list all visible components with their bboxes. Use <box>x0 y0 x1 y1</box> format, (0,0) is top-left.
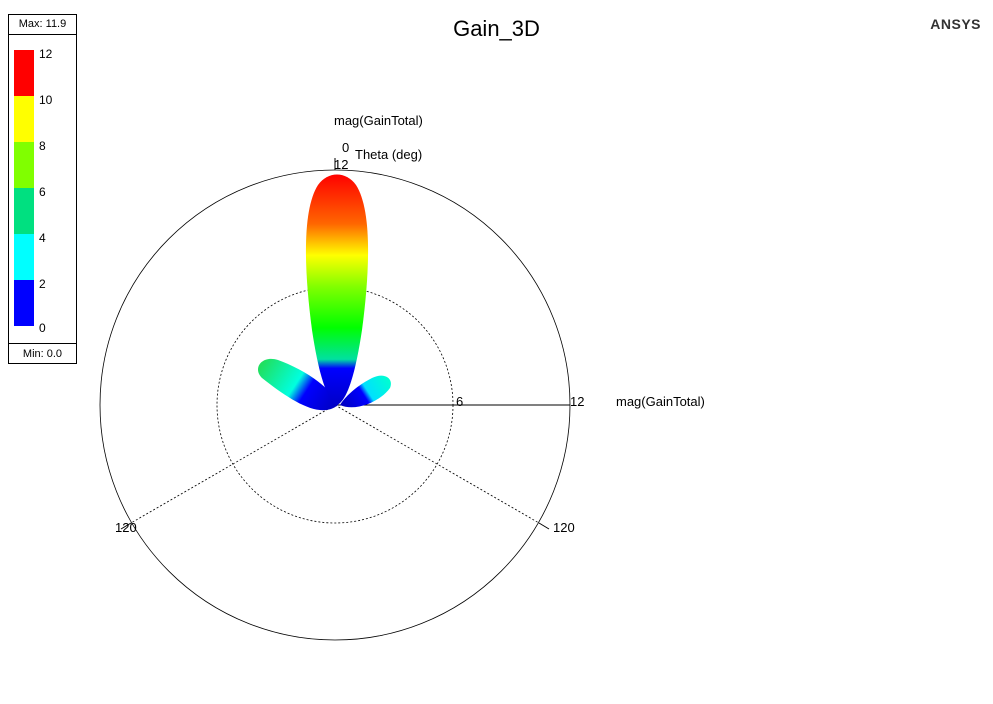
radial-axis-label: mag(GainTotal) <box>616 394 705 409</box>
brand-logo: ANSYS <box>930 16 981 32</box>
legend-tick: 10 <box>39 93 53 107</box>
legend-swatch <box>14 280 34 326</box>
legend-tick: 2 <box>39 277 46 291</box>
legend-tick: 0 <box>39 321 46 335</box>
legend-tick: 12 <box>39 47 53 61</box>
legend-swatch <box>14 96 34 142</box>
radial-tick-6: 6 <box>456 394 463 409</box>
legend-tick: 6 <box>39 185 46 199</box>
angle-tick-0: 0 <box>342 140 349 155</box>
legend-swatch <box>14 234 34 280</box>
spoke-tick-left <box>120 522 132 530</box>
angle-tick-120-left: 120 <box>115 520 137 535</box>
legend-min-label: Min: 0.0 <box>22 348 63 360</box>
angle-axis-label: Theta (deg) <box>355 147 422 162</box>
top-radial-tick-12: 12 <box>334 157 348 172</box>
spoke-tick-right <box>538 522 550 530</box>
top-radial-label: mag(GainTotal) <box>334 113 423 128</box>
legend-tick: 8 <box>39 139 46 153</box>
legend-max-label: Max: 11.9 <box>18 18 67 30</box>
side-lobe-left <box>257 358 338 411</box>
color-legend: Max: 11.9 12 10 8 6 4 2 0 Min: 0.0 <box>8 14 77 364</box>
legend-swatch <box>14 188 34 234</box>
main-lobe <box>305 174 369 405</box>
legend-swatch <box>14 50 34 96</box>
legend-tick: 4 <box>39 231 46 245</box>
chart-title: Gain_3D <box>453 16 540 41</box>
legend-swatch <box>14 142 34 188</box>
spoke-120-left <box>130 404 336 524</box>
angle-tick-120-right: 120 <box>553 520 575 535</box>
spoke-120-right <box>334 404 540 524</box>
legend-color-bar <box>14 50 34 326</box>
radial-tick-12: 12 <box>570 394 584 409</box>
side-lobe-right <box>340 375 391 408</box>
